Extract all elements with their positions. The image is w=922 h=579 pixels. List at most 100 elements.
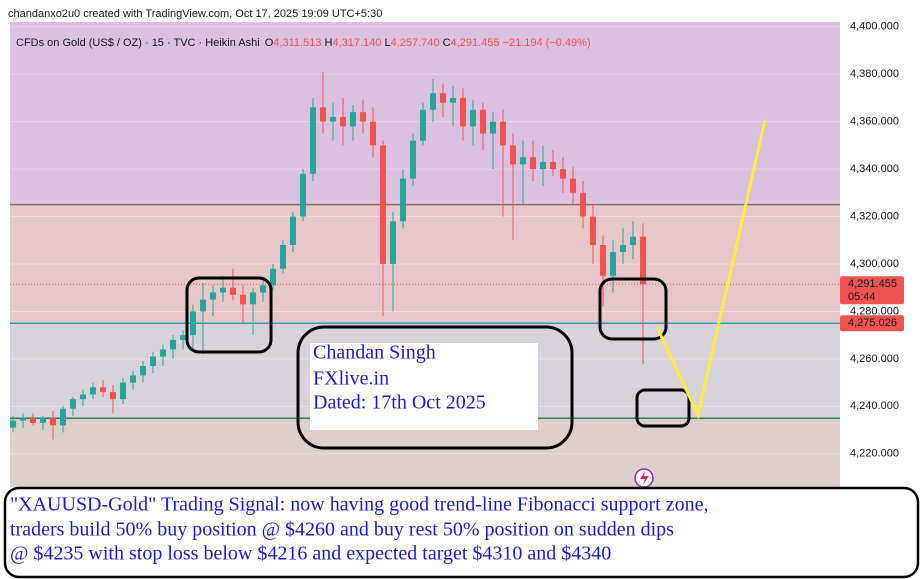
highlight-box	[185, 276, 273, 354]
candle-body	[350, 112, 356, 127]
candle-body	[590, 216, 596, 246]
candle-body	[90, 387, 96, 395]
y-tick-label: 4,260.000	[850, 353, 899, 365]
candle-body	[540, 161, 546, 170]
candle-body	[210, 292, 216, 300]
candle-body	[160, 349, 166, 357]
signal-line: "XAUUSD-Gold" Trading Signal: now having…	[10, 494, 709, 516]
candle-body	[190, 311, 196, 336]
note-box	[310, 343, 538, 430]
note-line: Chandan Singh	[313, 342, 436, 364]
candle-body	[490, 121, 496, 134]
candle-body	[280, 245, 286, 269]
projection-line	[655, 119, 767, 420]
candle-body	[400, 178, 406, 222]
candle-body	[150, 356, 156, 367]
candle-body	[180, 335, 186, 340]
c-prefix: C	[443, 37, 451, 49]
candle-body	[440, 93, 446, 103]
candle-body	[560, 169, 566, 179]
price-tag-time: 05:44	[848, 291, 876, 303]
note-line: Dated: 17th Oct 2025	[313, 392, 486, 414]
candle-body	[640, 236, 646, 285]
candles	[10, 71, 646, 440]
candle-body	[240, 294, 246, 305]
candle-body	[570, 178, 576, 193]
candle-body	[230, 287, 236, 295]
o-value: 4,311.513	[273, 37, 321, 49]
candle-body	[430, 93, 436, 110]
axis: 4,220.000 4,240.000 4,260.000 4,280.000 4,30…	[840, 21, 904, 460]
candle-body	[110, 392, 116, 400]
candle-body	[270, 268, 276, 286]
c-value: 4,291.455	[451, 37, 500, 49]
y-tick-label: 4,320.000	[850, 210, 899, 222]
candle-body	[550, 161, 556, 170]
highlight-box	[635, 388, 691, 428]
candle-body	[120, 382, 126, 400]
candle-body	[390, 221, 396, 264]
price-tag	[840, 315, 904, 332]
candle-body	[50, 418, 56, 426]
note-line: FXlive.in	[313, 368, 389, 390]
candle-body	[220, 287, 226, 293]
o-prefix: O	[265, 37, 274, 49]
candle-body	[510, 145, 516, 165]
candle-body	[410, 140, 416, 179]
candle-body	[40, 418, 46, 423]
l-prefix: L	[384, 37, 390, 49]
price-axis	[840, 22, 922, 487]
candle-body	[140, 366, 146, 376]
legend: CFDs on Gold (US$ / OZ) · 15 · TVC · Hei…	[16, 37, 591, 49]
signal-line: traders build 50% buy position @ $4260 a…	[10, 519, 674, 541]
note-frame	[296, 325, 574, 450]
candle-body	[100, 387, 106, 393]
candle-body	[300, 173, 306, 217]
candle-body	[250, 292, 256, 305]
change: −21.194 (−0.49%)	[503, 37, 591, 49]
l-value: 4,257.740	[391, 37, 440, 49]
candle-body	[500, 121, 506, 146]
candle-body	[330, 116, 336, 122]
candle-body	[310, 107, 316, 174]
y-tick-label: 4,300.000	[850, 258, 899, 270]
candle-body	[340, 116, 346, 127]
candle-body	[130, 375, 136, 383]
candle-body	[480, 109, 486, 134]
candle-body	[420, 109, 426, 141]
candle-body	[20, 418, 26, 421]
zone	[10, 204, 840, 324]
price-tag-label: 4,275.026	[848, 317, 897, 329]
y-tick-label: 4,360.000	[850, 116, 899, 128]
candle-body	[530, 157, 536, 170]
y-tick-label: 4,280.000	[850, 305, 899, 317]
candle-body	[520, 157, 526, 165]
price-tag-label: 4,291.455	[848, 278, 897, 290]
candle-body	[630, 236, 636, 246]
candle-body	[600, 245, 606, 276]
candle-body	[30, 418, 36, 423]
y-tick-label: 4,220.000	[850, 448, 899, 460]
highlight-box	[598, 277, 668, 341]
price-tag	[840, 276, 904, 305]
candle-body	[260, 285, 266, 293]
y-tick-label: 4,240.000	[850, 400, 899, 412]
candle-body	[70, 399, 76, 409]
y-tick-label: 4,380.000	[850, 68, 899, 80]
candle-body	[360, 112, 366, 122]
candle-body	[450, 97, 456, 103]
candle-body	[290, 216, 296, 246]
y-tick-label: 4,400.000	[850, 21, 899, 33]
header: chandanxo2u0 created with TradingView.co…	[8, 8, 382, 20]
candle-body	[170, 339, 176, 350]
candle-body	[380, 145, 386, 264]
candle-body	[470, 109, 476, 127]
candle-body	[60, 408, 66, 426]
candle-body	[10, 420, 16, 428]
h-value: 4,317.140	[332, 37, 381, 49]
y-tick-label: 4,340.000	[850, 163, 899, 175]
candle-body	[370, 121, 376, 146]
candle-body	[460, 97, 466, 127]
signal-box	[3, 486, 920, 579]
candle-body	[320, 107, 326, 122]
